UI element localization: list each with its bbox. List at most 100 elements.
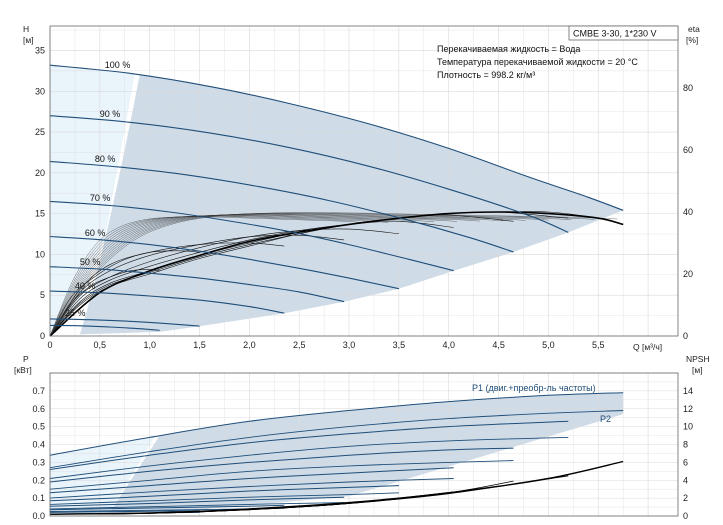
- p1-curve-7: [49, 510, 200, 513]
- x-tick-label: 2,0: [243, 340, 256, 350]
- y-tick-label: 30: [35, 86, 45, 96]
- head-plot-frame: [49, 25, 679, 337]
- head-curve-label-2: 80 %: [95, 154, 116, 164]
- y-tick-label: 15: [35, 209, 45, 219]
- x-tick-label: 2,5: [293, 340, 306, 350]
- eta-axis-unit: [%]: [686, 35, 698, 45]
- npsh-tick-label: 4: [683, 475, 688, 485]
- head-curve-2: [49, 160, 514, 253]
- low-flow-area: [50, 65, 135, 336]
- power-low-flow-area: [50, 436, 155, 513]
- operating-area-fill: [79, 74, 624, 335]
- eta-curve-bold: [49, 211, 624, 337]
- power-tick-label: 0.7: [32, 386, 45, 396]
- p1-curve-5: [49, 496, 345, 507]
- p2-curve-4: [49, 492, 399, 505]
- p1-curve-6: [49, 504, 285, 511]
- head-curve-3: [49, 200, 454, 272]
- eta-curve-4: [49, 228, 399, 337]
- power-axis-unit: [кВт]: [14, 365, 32, 375]
- temperature-info: Температура перекачиваемой жидкости = 20…: [437, 57, 638, 67]
- head-curve-label-3: 70 %: [90, 193, 111, 203]
- head-curve-6: [49, 290, 285, 314]
- eta-tick-label: 80: [683, 83, 693, 93]
- head-curve-5: [49, 266, 345, 303]
- x-tick-label: 3,5: [393, 340, 406, 350]
- p1-curve-1: [49, 420, 569, 470]
- power-tick-label: 0.6: [32, 404, 45, 414]
- npsh-tick-label: 2: [683, 493, 688, 503]
- fluid-info: Перекачиваемая жидкость = Вода: [437, 44, 580, 54]
- y-tick-label: 5: [40, 290, 45, 300]
- x-tick-label: 3,0: [343, 340, 356, 350]
- y-tick-label: 0: [40, 331, 45, 341]
- p2-curve-5: [49, 502, 345, 510]
- power-tick-labels: 0.0 0.1 0.2 0.3 0.4 0.5 0.6 0.7 0 2 4 6 8 10 12 14: [32, 386, 693, 521]
- power-tick-label: 0.5: [32, 422, 45, 432]
- npsh-axis-label: NPSH: [686, 354, 710, 364]
- p2-curve-3: [49, 478, 454, 499]
- head-curve-4: [49, 235, 400, 290]
- density-info: Плотность = 998.2 кг/м³: [437, 70, 535, 80]
- p2-curve-1: [49, 436, 569, 479]
- head-curve-label-5: 50 %: [80, 257, 101, 267]
- npsh-tick-label: 8: [683, 440, 688, 450]
- power-operating-area: [50, 392, 624, 513]
- power-plot-frame: [49, 372, 679, 517]
- y-tick-label: 20: [35, 168, 45, 178]
- head-panel: 100 % 90 % 80 % 70 % 60 % 50 % 40 % 25 % 0 0,5 1,…: [23, 24, 700, 352]
- power-tick-label: 0.4: [32, 440, 45, 450]
- y-tick-label: 25: [35, 127, 45, 137]
- x-tick-label: 1,5: [193, 340, 206, 350]
- x-tick-label: 0,5: [94, 340, 107, 350]
- p1-curve-3: [49, 467, 454, 494]
- head-curve-label-7: 25 %: [65, 308, 86, 318]
- p1-label: P1 (двиг.+преобр-ль частоты): [472, 383, 596, 393]
- p2-label: P2: [600, 414, 611, 424]
- efficiency-curves: [49, 211, 624, 337]
- power-tick-label: 0.1: [32, 493, 45, 503]
- head-curve-label-1: 90 %: [100, 109, 121, 119]
- x-tick-label: 1,0: [143, 340, 156, 350]
- p1-curve-4: [49, 485, 399, 502]
- head-curve-label-4: 60 %: [85, 228, 106, 238]
- head-tick-labels: 0 0,5 1,0 1,5 2,0 2,5 3,0 3,5 4,0 4,5 5,0 5,5 0 5 10 15…: [35, 46, 693, 351]
- p1-curve-2: [49, 447, 514, 483]
- power-operating-area-fill: [109, 392, 624, 513]
- head-curve-label-6: 40 %: [75, 281, 96, 291]
- head-curve-label-0: 100 %: [105, 60, 131, 70]
- x-tick-label: 4,0: [442, 340, 455, 350]
- eta-tick-label: 60: [683, 145, 693, 155]
- power-axis-label: P: [23, 354, 29, 364]
- eta-curve-8: [49, 269, 160, 337]
- power-curves: [49, 392, 624, 515]
- npsh-tick-label: 10: [683, 422, 693, 432]
- pump-model-box: [568, 25, 679, 41]
- y-tick-label: 10: [35, 249, 45, 259]
- head-curve-0: [49, 64, 624, 211]
- npsh-tick-label: 0: [683, 511, 688, 521]
- eta-tick-label: 40: [683, 207, 693, 217]
- flow-axis-label: Q [м³/ч]: [633, 342, 662, 352]
- pump-model-text: CMBE 3-30, 1*230 V: [573, 29, 657, 39]
- head-axis-unit: [м]: [23, 35, 34, 45]
- power-tick-label: 0.2: [32, 475, 45, 485]
- p2-curve-0: [49, 410, 624, 469]
- eta-fan-11: [49, 212, 618, 337]
- npsh-tick-label: 14: [683, 386, 693, 396]
- eta-curve-5: [49, 234, 345, 337]
- p2-curve-2: [49, 460, 514, 490]
- head-curves: 100 % 90 % 80 % 70 % 60 % 50 % 40 % 25 %: [49, 60, 624, 331]
- power-tick-label: 0.0: [32, 511, 45, 521]
- head-axis-label: H: [23, 24, 29, 34]
- eta-tick-label: 20: [683, 269, 693, 279]
- power-panel: 0.0 0.1 0.2 0.3 0.4 0.5 0.6 0.7 0 2 4 6 8 10 12 14 P [к…: [14, 354, 710, 521]
- npsh-curve-3: [49, 491, 454, 515]
- npsh-tick-label: 6: [683, 457, 688, 467]
- head-curve-8: [49, 324, 160, 331]
- npsh-tick-label: 12: [683, 404, 693, 414]
- x-tick-label: 0: [47, 340, 52, 350]
- head-curve-1: [49, 115, 569, 233]
- eta-axis-label: eta: [688, 24, 700, 34]
